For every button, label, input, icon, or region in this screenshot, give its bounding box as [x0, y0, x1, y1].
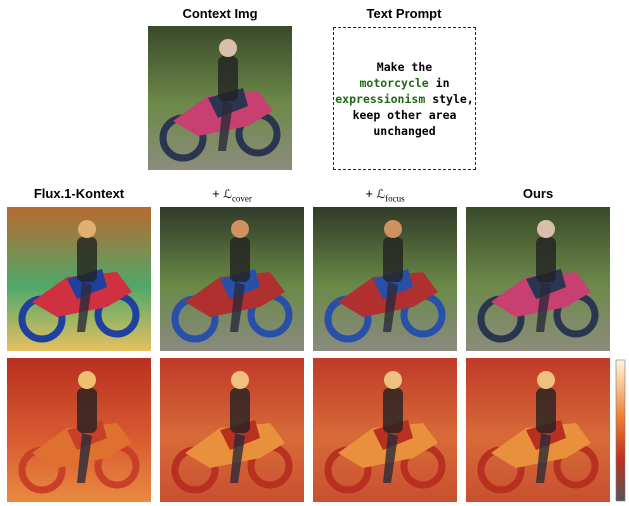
loss-subscript: focus [385, 194, 405, 204]
prompt-line: Make the [377, 59, 432, 75]
image [7, 358, 151, 502]
context-label: Context Img [145, 6, 295, 21]
prompt-text: unchanged [373, 124, 435, 138]
column-label: Ours [466, 186, 610, 201]
loss-symbol: ℒ [223, 187, 232, 201]
column-title: Ours [523, 186, 553, 201]
image [313, 358, 457, 502]
prompt-line: unchanged [373, 123, 435, 139]
column-label: + ℒcover [160, 186, 304, 204]
prompt-text: in [429, 76, 450, 90]
image [7, 207, 151, 351]
prompt-line: expressionism style, [335, 91, 473, 107]
loss-subscript: cover [232, 194, 252, 204]
column-prefix: + [212, 186, 220, 201]
prompt-text: keep other area [353, 108, 457, 122]
image [160, 358, 304, 502]
column-prefix: + [365, 186, 373, 201]
figure: Context Img Text Prompt Make themotorcyc… [0, 0, 629, 506]
prompt-text: motorcycle [359, 76, 428, 90]
image [466, 358, 610, 502]
column-label: + ℒfocus [313, 186, 457, 204]
prompt-text: Make the [377, 60, 432, 74]
prompt-label: Text Prompt [329, 6, 479, 21]
column-title: Flux.1-Kontext [34, 186, 124, 201]
prompt-line: motorcycle in [359, 75, 449, 91]
image [313, 207, 457, 351]
column-label: Flux.1-Kontext [7, 186, 151, 201]
loss-symbol: ℒ [377, 187, 386, 201]
image [466, 207, 610, 351]
prompt-text: style, [425, 92, 473, 106]
image [160, 207, 304, 351]
colorbar [615, 359, 627, 503]
prompt-line: keep other area [353, 107, 457, 123]
image [148, 26, 292, 170]
prompt-text: expressionism [335, 92, 425, 106]
